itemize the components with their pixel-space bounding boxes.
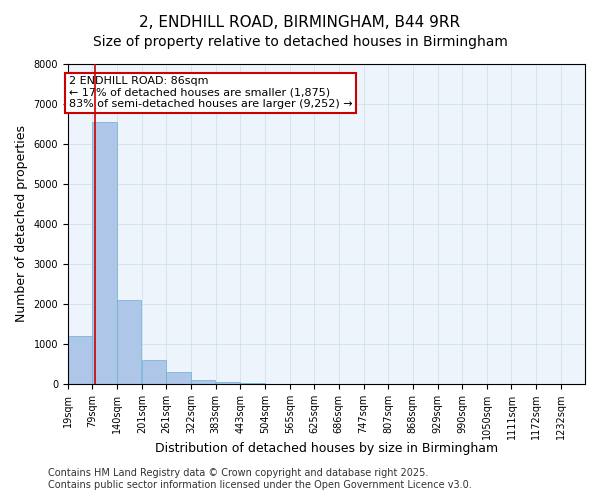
Bar	[142, 360, 166, 384]
Y-axis label: Number of detached properties: Number of detached properties	[15, 126, 28, 322]
Bar	[92, 122, 116, 384]
Bar	[191, 380, 215, 384]
Text: 2 ENDHILL ROAD: 86sqm
← 17% of detached houses are smaller (1,875)
83% of semi-d: 2 ENDHILL ROAD: 86sqm ← 17% of detached …	[69, 76, 352, 109]
Text: Size of property relative to detached houses in Birmingham: Size of property relative to detached ho…	[92, 35, 508, 49]
Bar	[240, 383, 265, 384]
Text: 2, ENDHILL ROAD, BIRMINGHAM, B44 9RR: 2, ENDHILL ROAD, BIRMINGHAM, B44 9RR	[139, 15, 461, 30]
Text: Contains HM Land Registry data © Crown copyright and database right 2025.
Contai: Contains HM Land Registry data © Crown c…	[48, 468, 472, 490]
Bar	[117, 300, 142, 384]
Bar	[216, 382, 240, 384]
X-axis label: Distribution of detached houses by size in Birmingham: Distribution of detached houses by size …	[155, 442, 498, 455]
Bar	[166, 372, 191, 384]
Bar	[68, 336, 92, 384]
